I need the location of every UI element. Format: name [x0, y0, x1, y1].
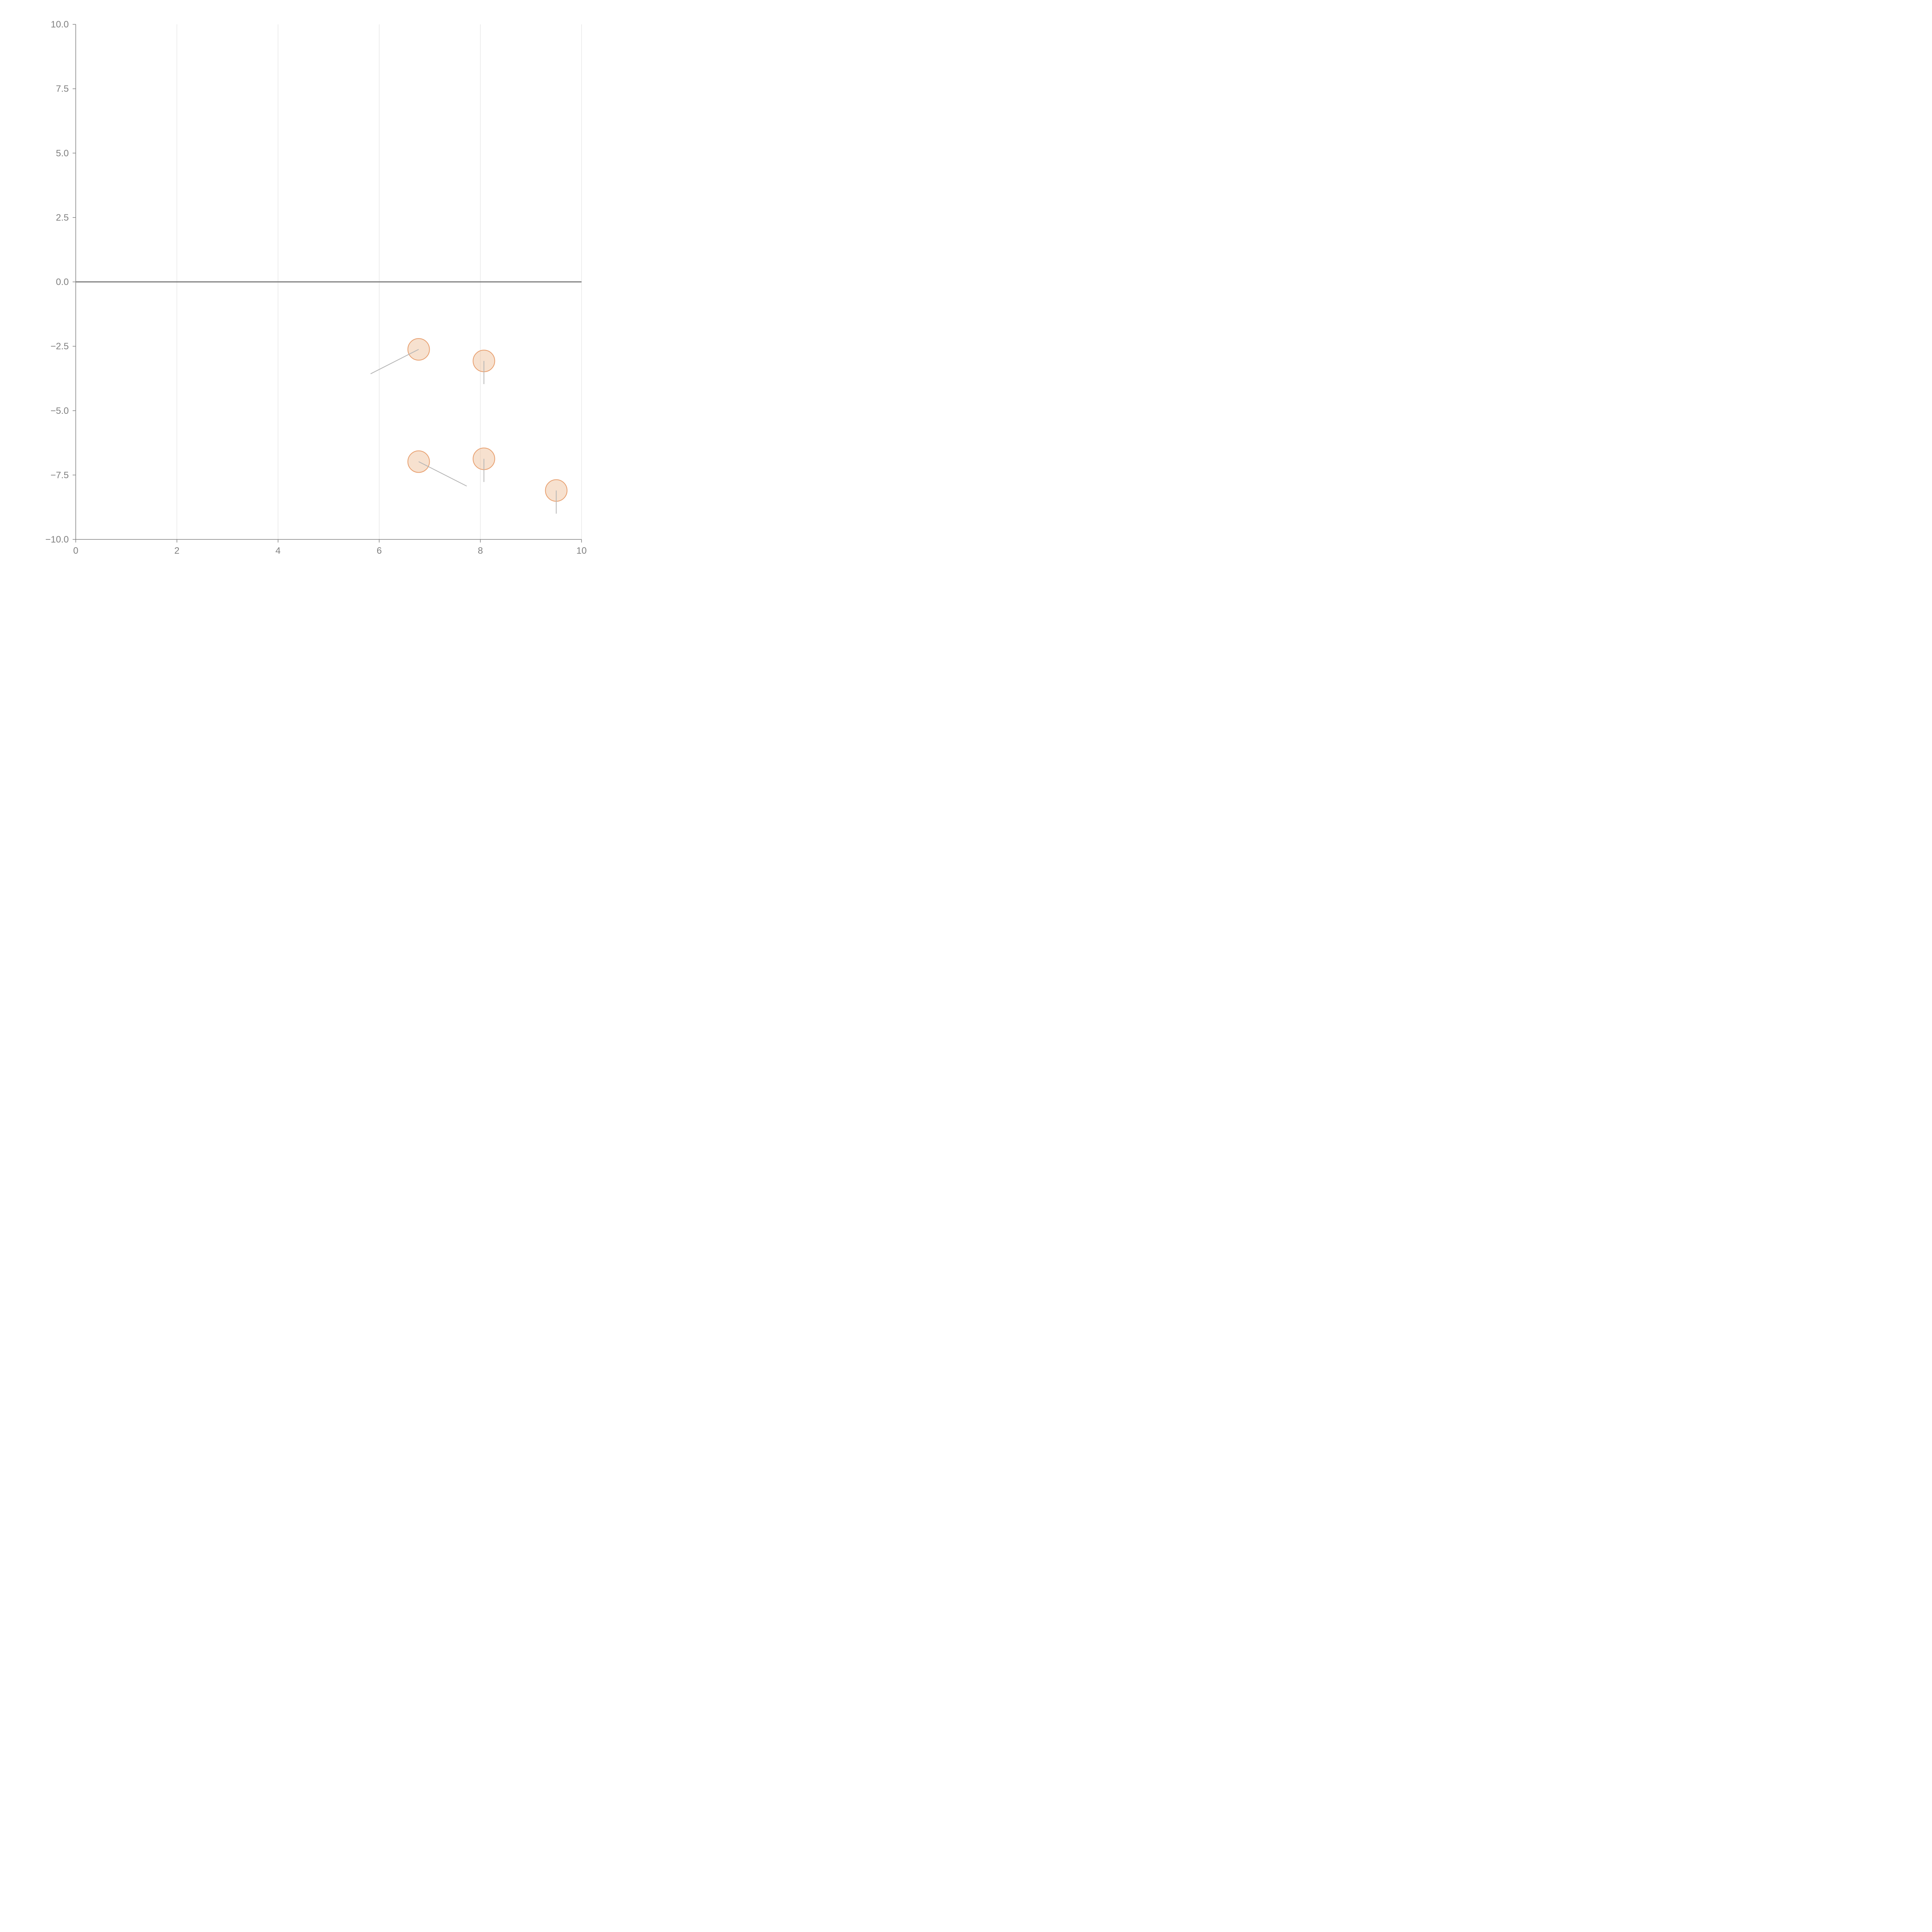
y-tick-label: 7.5 — [56, 84, 69, 94]
y-tick-label: 10.0 — [51, 19, 69, 30]
y-tick-label: 2.5 — [56, 213, 69, 223]
x-tick-label: 6 — [377, 546, 382, 556]
y-tick-label: 0.0 — [56, 277, 69, 287]
x-tick-label: 2 — [174, 546, 179, 556]
x-tick-label: 10 — [577, 546, 587, 556]
data-marks — [370, 338, 568, 514]
data-point-vector — [418, 461, 467, 486]
scatter-chart: 10.0 7.5 5.0 2.5 0.0 −2.5 −5.0 −7.5 −10.0 0 2 4 6 8 10 — [45, 19, 587, 556]
y-tick-label: −10.0 — [45, 534, 69, 545]
axes: 10.0 7.5 5.0 2.5 0.0 −2.5 −5.0 −7.5 −10.0 0 2 4 6 8 10 — [45, 19, 587, 556]
y-tick-label: 5.0 — [56, 148, 69, 158]
y-tick-label: −2.5 — [51, 341, 69, 352]
data-point-vector — [370, 349, 419, 374]
x-tick-label: 0 — [73, 546, 78, 556]
x-tick-label: 8 — [478, 546, 483, 556]
y-tick-label: −5.0 — [51, 406, 69, 416]
x-tick-label: 4 — [276, 546, 281, 556]
y-tick-label: −7.5 — [51, 470, 69, 480]
